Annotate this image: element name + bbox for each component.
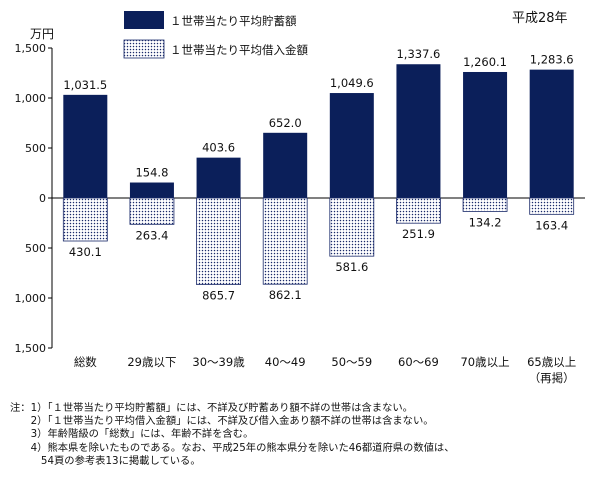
data-label-savings: 403.6 <box>202 141 235 155</box>
data-label-debt: 581.6 <box>335 260 368 274</box>
category-label: 30～39歳 <box>192 355 245 369</box>
data-label-savings: 1,260.1 <box>463 55 507 69</box>
bar-debt <box>329 197 375 257</box>
data-label-savings: 1,031.5 <box>63 78 107 92</box>
category-sublabel: （再掲） <box>529 371 575 385</box>
category-label: 50～59 <box>331 355 372 369</box>
data-label-debt: 862.1 <box>269 288 302 302</box>
footnote-2: 2）「１世帯当たり平均借入金額」には、不詳及び借入金あり額不詳の世帯は含まない。 <box>10 415 434 428</box>
bar-debt <box>529 197 575 215</box>
bar-savings <box>529 69 574 198</box>
bar-savings <box>329 93 374 198</box>
chart-data-labels: 1,031.5 430.1 154.8 263.4 403.6 865.7 652.0 862… <box>63 47 573 302</box>
data-label-debt: 163.4 <box>535 218 568 232</box>
chart-category-labels: 総数 29歳以下 30～39歳 40～49 50～59 60～69 70歳以上 65歳以上 （再… <box>74 355 576 385</box>
y-tick-label: 1,500 <box>15 342 47 355</box>
legend-label-savings: １世帯当たり平均貯蓄額 <box>170 14 297 28</box>
bar-savings <box>463 71 508 198</box>
bar-debt <box>129 197 175 225</box>
bar-debt <box>62 197 108 242</box>
savings-debt-chart: １世帯当たり平均貯蓄額 １世帯当たり平均借入金額 平成28年 万円 1,500 1… <box>15 11 585 385</box>
data-label-savings: 1,049.6 <box>330 76 374 90</box>
data-label-debt: 430.1 <box>69 245 102 259</box>
data-label-debt: 865.7 <box>202 289 235 303</box>
footnotes: 注：1）「１世帯当たり平均貯蓄額」には、不詳及び貯蓄あり額不詳の世帯は含まない。… <box>10 402 595 468</box>
bar-savings <box>196 157 241 198</box>
category-label: 総数 <box>74 355 97 369</box>
y-tick-label: 0 <box>39 192 46 205</box>
data-label-savings: 652.0 <box>269 116 302 130</box>
data-label-savings: 1,337.6 <box>396 47 440 61</box>
footnote-5: 54頁の参考表13に掲載している。 <box>10 454 201 467</box>
data-label-debt: 263.4 <box>135 228 168 242</box>
category-label: 65歳以上 <box>527 355 576 369</box>
category-label: 60～69 <box>398 355 439 369</box>
bar-debt <box>196 197 241 285</box>
y-tick-label: 500 <box>25 242 46 255</box>
data-label-savings: 1,283.6 <box>530 53 574 67</box>
bar-savings <box>263 132 308 198</box>
data-label-debt: 251.9 <box>402 227 435 241</box>
data-label-savings: 154.8 <box>135 166 168 180</box>
y-tick-label: 500 <box>25 142 46 155</box>
footnote-3: 3）年齢階級の「総数」には、年齢不詳を含む。 <box>10 428 254 441</box>
unit-label: 万円 <box>30 27 54 41</box>
y-tick-label: 1,000 <box>15 292 47 305</box>
bar-savings <box>63 94 108 198</box>
footnote-4: 4）熊本県を除いたものである。なお、平成25年の熊本県分を除いた46都道府県の数… <box>10 441 455 454</box>
bar-debt <box>462 197 508 212</box>
footnote-1: 注：1）「１世帯当たり平均貯蓄額」には、不詳及び貯蓄あり額不詳の世帯は含まない。 <box>10 402 413 414</box>
chart-bars <box>62 64 575 285</box>
category-label: 40～49 <box>265 355 306 369</box>
category-label: 70歳以上 <box>460 355 509 369</box>
category-label: 29歳以下 <box>127 355 176 369</box>
legend-label-debt: １世帯当たり平均借入金額 <box>170 43 308 57</box>
bar-debt <box>396 197 441 224</box>
data-label-debt: 134.2 <box>469 215 502 229</box>
legend-swatch-debt <box>123 39 165 59</box>
year-label: 平成28年 <box>512 11 568 26</box>
bar-savings <box>129 182 174 198</box>
bar-debt <box>262 197 308 285</box>
bar-savings <box>396 64 441 199</box>
y-tick-label: 1,500 <box>15 42 47 55</box>
y-tick-label: 1,000 <box>15 92 47 105</box>
legend-swatch-savings <box>124 11 164 29</box>
